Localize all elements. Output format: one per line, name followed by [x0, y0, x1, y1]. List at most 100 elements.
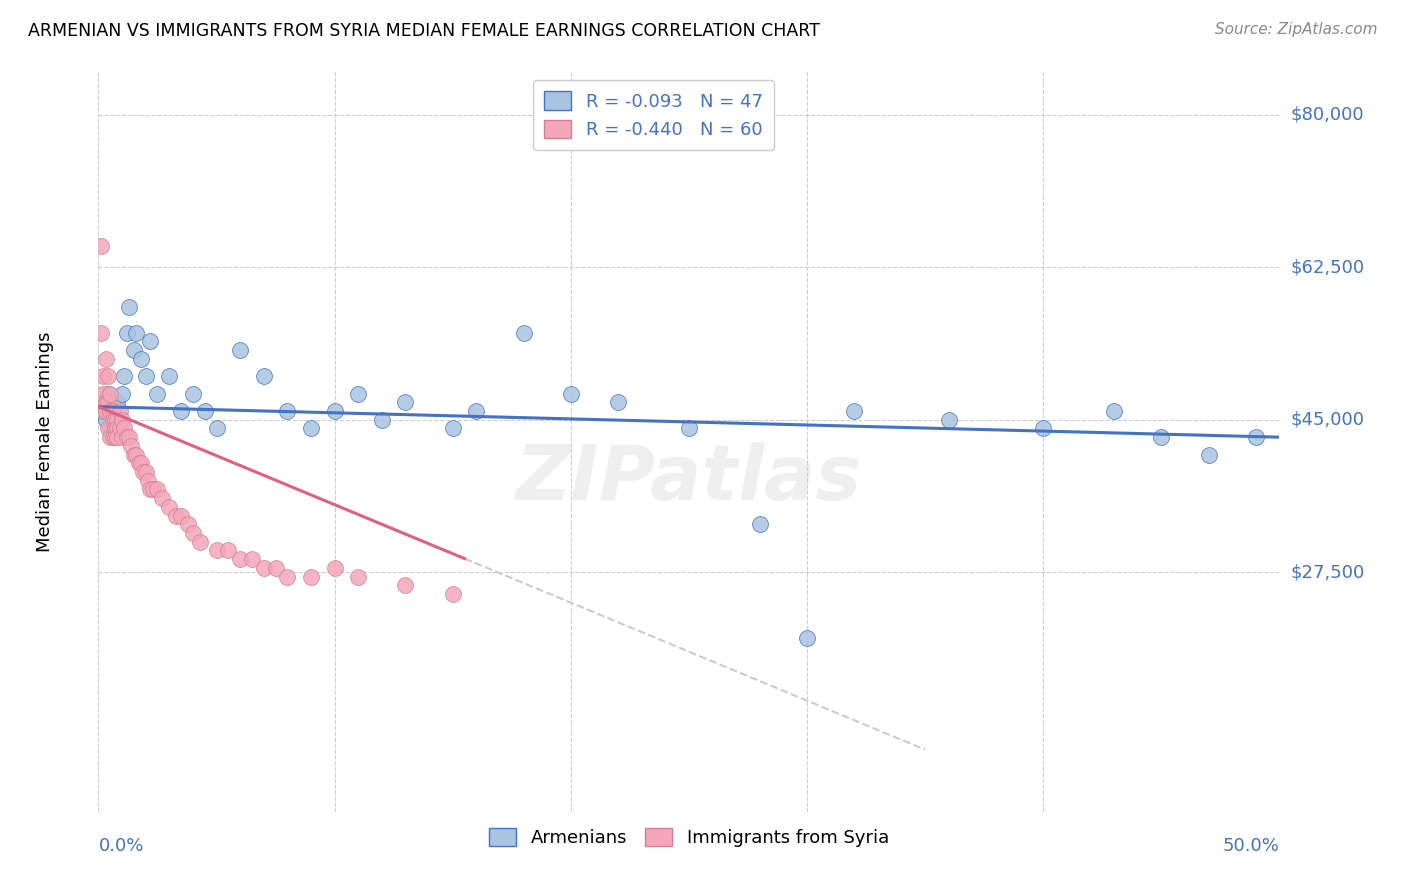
Point — [205, 421, 228, 435]
Point — [101, 404, 124, 418]
Point — [253, 561, 276, 575]
Point — [101, 430, 124, 444]
Point — [177, 517, 200, 532]
Point — [132, 465, 155, 479]
Point — [323, 561, 346, 575]
Point — [122, 448, 145, 462]
Point — [122, 343, 145, 357]
Point — [512, 326, 534, 340]
Point — [135, 465, 157, 479]
Point — [91, 395, 114, 409]
Point — [139, 483, 162, 497]
Point — [1102, 404, 1125, 418]
Point — [105, 395, 128, 409]
Point — [91, 386, 114, 401]
Point — [194, 404, 217, 418]
Point — [97, 369, 120, 384]
Point — [465, 404, 488, 418]
Point — [98, 430, 121, 444]
Point — [205, 543, 228, 558]
Point — [105, 421, 128, 435]
Point — [97, 386, 120, 401]
Point — [560, 386, 582, 401]
Point — [347, 386, 370, 401]
Point — [170, 508, 193, 523]
Point — [299, 421, 322, 435]
Point — [98, 386, 121, 401]
Legend: Armenians, Immigrants from Syria: Armenians, Immigrants from Syria — [482, 821, 896, 855]
Point — [276, 569, 298, 583]
Text: $62,500: $62,500 — [1291, 259, 1365, 277]
Point — [146, 386, 169, 401]
Point — [139, 334, 162, 349]
Point — [229, 552, 252, 566]
Point — [91, 369, 114, 384]
Point — [97, 421, 120, 435]
Point — [115, 326, 138, 340]
Point — [181, 526, 204, 541]
Point — [121, 439, 143, 453]
Point — [371, 413, 394, 427]
Point — [748, 517, 770, 532]
Point — [347, 569, 370, 583]
Point — [112, 369, 135, 384]
Point — [97, 395, 120, 409]
Text: $45,000: $45,000 — [1291, 410, 1365, 429]
Point — [135, 369, 157, 384]
Point — [90, 238, 112, 252]
Point — [111, 413, 134, 427]
Point — [229, 343, 252, 357]
Point — [938, 413, 960, 427]
Point — [101, 404, 124, 418]
Point — [108, 421, 131, 435]
Point — [157, 369, 180, 384]
Text: ZIPatlas: ZIPatlas — [516, 442, 862, 516]
Point — [125, 448, 148, 462]
Point — [115, 430, 138, 444]
Point — [299, 569, 322, 583]
Point — [129, 456, 152, 470]
Point — [165, 508, 187, 523]
Point — [90, 404, 112, 418]
Point — [394, 578, 416, 592]
Point — [94, 351, 117, 366]
Point — [94, 395, 117, 409]
Point — [118, 430, 141, 444]
Text: $80,000: $80,000 — [1291, 106, 1364, 124]
Point — [170, 404, 193, 418]
Text: 0.0%: 0.0% — [98, 837, 143, 855]
Point — [157, 500, 180, 514]
Point — [94, 413, 117, 427]
Point — [105, 413, 128, 427]
Point — [146, 483, 169, 497]
Point — [118, 300, 141, 314]
Point — [844, 404, 866, 418]
Point — [441, 587, 464, 601]
Point — [104, 413, 127, 427]
Point — [276, 404, 298, 418]
Point — [111, 430, 134, 444]
Point — [104, 430, 127, 444]
Point — [441, 421, 464, 435]
Point — [128, 456, 150, 470]
Point — [90, 326, 112, 340]
Text: Median Female Earnings: Median Female Earnings — [37, 331, 55, 552]
Text: 50.0%: 50.0% — [1223, 837, 1279, 855]
Point — [188, 534, 211, 549]
Point — [94, 404, 117, 418]
Point — [150, 491, 173, 505]
Text: ARMENIAN VS IMMIGRANTS FROM SYRIA MEDIAN FEMALE EARNINGS CORRELATION CHART: ARMENIAN VS IMMIGRANTS FROM SYRIA MEDIAN… — [28, 22, 820, 40]
Point — [253, 369, 276, 384]
Point — [125, 326, 148, 340]
Point — [108, 404, 131, 418]
Point — [136, 474, 159, 488]
Point — [1032, 421, 1054, 435]
Point — [91, 404, 114, 418]
Point — [1150, 430, 1173, 444]
Point — [104, 413, 127, 427]
Point — [264, 561, 287, 575]
Point — [142, 483, 165, 497]
Text: $27,500: $27,500 — [1291, 563, 1365, 582]
Point — [105, 430, 128, 444]
Point — [108, 421, 131, 435]
